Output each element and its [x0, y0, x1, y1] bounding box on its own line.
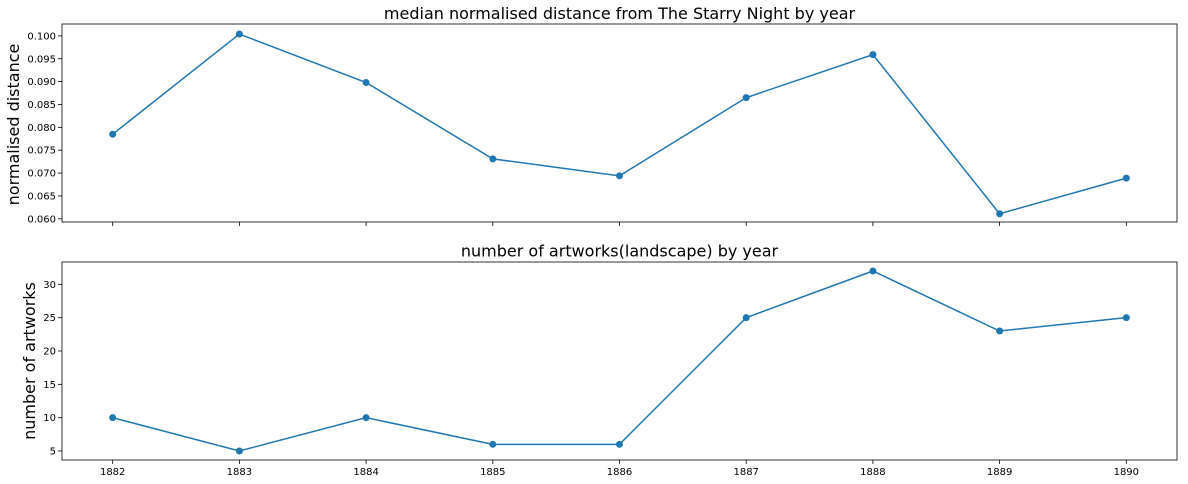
distance-ytick-label: 0.085 [27, 100, 56, 111]
artworks-xtick-label: 1890 [1114, 467, 1139, 478]
distance-data-point [362, 79, 370, 87]
distance-data-point [996, 210, 1004, 218]
artworks-data-point [616, 440, 623, 448]
distance-data-point [742, 94, 750, 102]
artworks-xtick-label: 1885 [480, 467, 505, 478]
artworks-ytick-label: 15 [43, 380, 56, 391]
artworks-xtick-label: 1887 [733, 467, 758, 478]
artworks-data-point [235, 447, 243, 455]
artworks-ytick-label: 30 [43, 280, 56, 291]
distance-ytick-label: 0.090 [27, 77, 56, 88]
artworks-data-point [362, 414, 370, 422]
distance-chart-frame [61, 23, 1178, 223]
distance-ytick-label: 0.065 [27, 191, 56, 202]
artworks-data-point [109, 414, 117, 422]
artworks-chart-title: number of artworks(landscape) by year [461, 242, 779, 261]
artworks-chart-frame [61, 261, 1178, 461]
distance-chart-marks: 0.060 0.065 0.070 0.075 0.080 0.085 0.090 0.095… [27, 30, 1130, 226]
distance-data-point [109, 130, 117, 138]
artworks-chart-ylabel: number of artworks [20, 282, 39, 440]
artworks-ytick-label: 10 [43, 413, 56, 424]
distance-chart: median normalised distance from The Star… [4, 4, 1178, 226]
artworks-chart: number of artworks(landscape) by year nu… [20, 242, 1178, 478]
distance-ytick-label: 0.060 [27, 214, 56, 225]
distance-data-point [489, 155, 497, 163]
artworks-xtick-label: 1884 [353, 467, 378, 478]
artworks-data-point [996, 327, 1004, 335]
artworks-data-point [1122, 314, 1130, 322]
artworks-ytick-label: 5 [50, 447, 56, 458]
distance-chart-title: median normalised distance from The Star… [384, 4, 856, 23]
artworks-ytick-label: 25 [43, 313, 56, 324]
artworks-xtick-label: 1888 [860, 467, 885, 478]
artworks-xtick-label: 1883 [227, 467, 252, 478]
distance-ytick-label: 0.100 [27, 31, 56, 42]
distance-data-point [869, 51, 877, 59]
artworks-data-point [742, 314, 750, 322]
distance-chart-ylabel: normalised distance [4, 44, 23, 206]
artworks-xtick-label: 1882 [100, 467, 125, 478]
artworks-xtick-label: 1886 [607, 467, 632, 478]
artworks-xtick-label: 1889 [987, 467, 1012, 478]
distance-ytick-label: 0.070 [27, 169, 56, 180]
artworks-chart-marks: 5 10 15 20 25 30 1882 1883 1884 1885 1886 1887 1888 1… [43, 267, 1139, 478]
artworks-data-point [489, 440, 497, 448]
artworks-data-point [869, 267, 877, 275]
artworks-series-line [112, 270, 1127, 452]
distance-series-line [112, 33, 1127, 215]
distance-ytick-label: 0.095 [27, 54, 56, 65]
distance-ytick-label: 0.075 [27, 146, 56, 157]
distance-ytick-label: 0.080 [27, 123, 56, 134]
artworks-ytick-label: 20 [43, 347, 56, 358]
distance-data-point [616, 172, 623, 180]
distance-data-point [235, 30, 243, 38]
distance-data-point [1122, 174, 1130, 182]
